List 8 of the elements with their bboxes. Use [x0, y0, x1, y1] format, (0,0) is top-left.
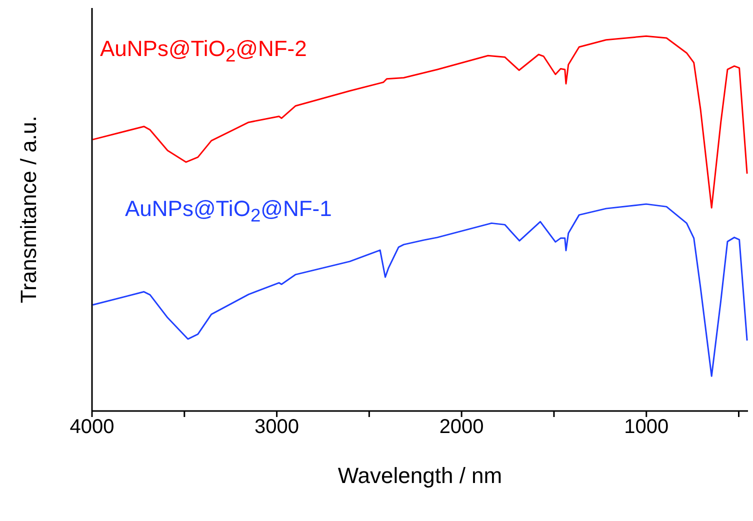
x-tick-label: 3000	[254, 416, 300, 438]
x-tick-label: 4000	[70, 416, 114, 438]
x-axis-title: Wavelength / nm	[338, 463, 502, 488]
x-tick-label: 2000	[439, 416, 484, 438]
series-label: AuNPs@TiO$_{2}$@NF-1	[125, 196, 332, 226]
x-tick-label: 1000	[624, 416, 669, 438]
y-axis-title: Transmitance / a.u.	[16, 116, 41, 304]
series-label: AuNPs@TiO$_{2}$@NF-2	[100, 36, 307, 66]
